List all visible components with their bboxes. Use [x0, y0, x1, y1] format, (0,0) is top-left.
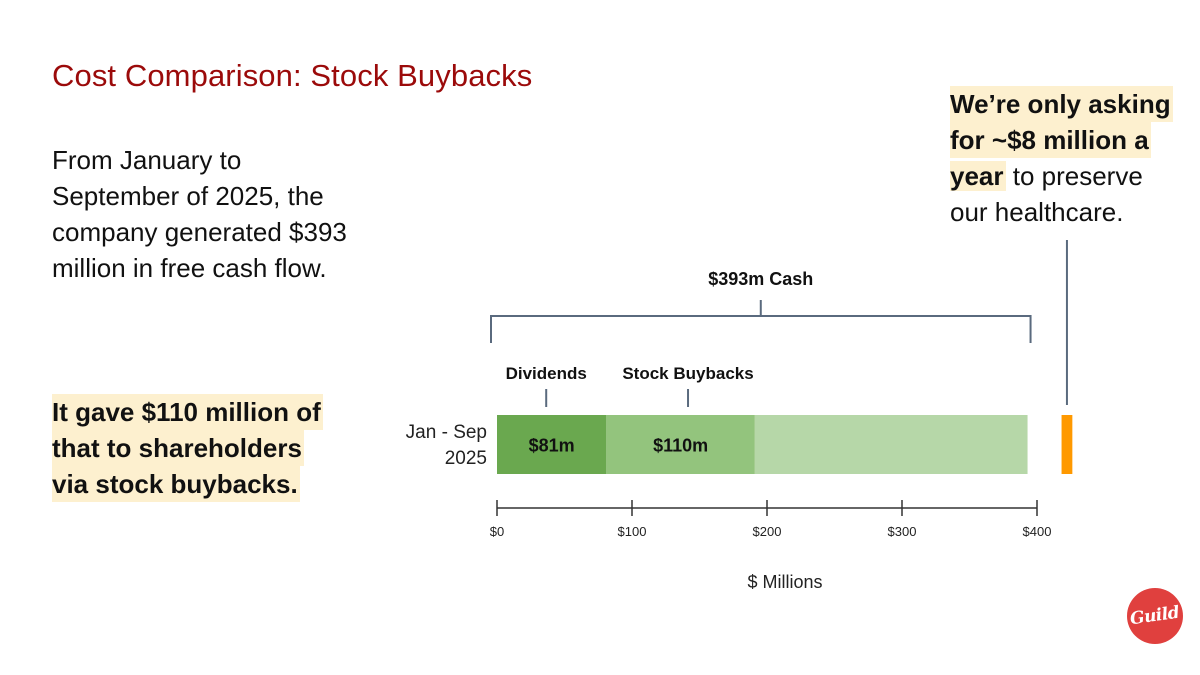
highlight-line: via stock buybacks. — [52, 466, 300, 502]
highlight-statement: It gave $110 million of that to sharehol… — [52, 394, 323, 502]
slide-title: Cost Comparison: Stock Buybacks — [52, 58, 533, 93]
highlight-line: It gave $110 million of — [52, 394, 323, 430]
x-tick-label: $100 — [618, 524, 647, 539]
segment-value-label: $81m — [529, 436, 575, 456]
ask-highlight-line: year — [950, 161, 1006, 191]
body-text: From January to September of 2025, the c… — [52, 145, 347, 283]
x-tick-label: $400 — [1023, 524, 1052, 539]
ask-callout: We’re only asking for ~$8 million a year… — [950, 86, 1190, 230]
bar-segment-remaining — [754, 415, 1028, 474]
bar-segment-dividends — [497, 415, 607, 474]
category-label: Jan - Sep — [406, 422, 487, 443]
x-tick-label: $200 — [753, 524, 782, 539]
highlight-line: that to shareholders — [52, 430, 304, 466]
x-tick-label: $300 — [888, 524, 917, 539]
ask-highlight-line: for ~$8 million a — [950, 122, 1151, 158]
bar-segment-stock-buybacks — [606, 415, 755, 474]
ask-text: to preserve — [1005, 161, 1143, 191]
ask-text: our healthcare. — [950, 197, 1124, 227]
guild-logo: Guild — [1127, 588, 1183, 644]
segment-header-label: Stock Buybacks — [622, 364, 753, 383]
category-label: 2025 — [445, 448, 487, 469]
segment-header-label: Dividends — [506, 364, 587, 383]
ask-highlight-line: We’re only asking — [950, 86, 1173, 122]
x-axis-title: $ Millions — [747, 572, 822, 592]
total-label: $393m Cash — [708, 269, 813, 289]
logo-text: Guild — [1129, 602, 1181, 630]
x-tick-label: $0 — [490, 524, 504, 539]
ask-bar — [1061, 415, 1073, 474]
segment-value-label: $110m — [653, 436, 708, 456]
